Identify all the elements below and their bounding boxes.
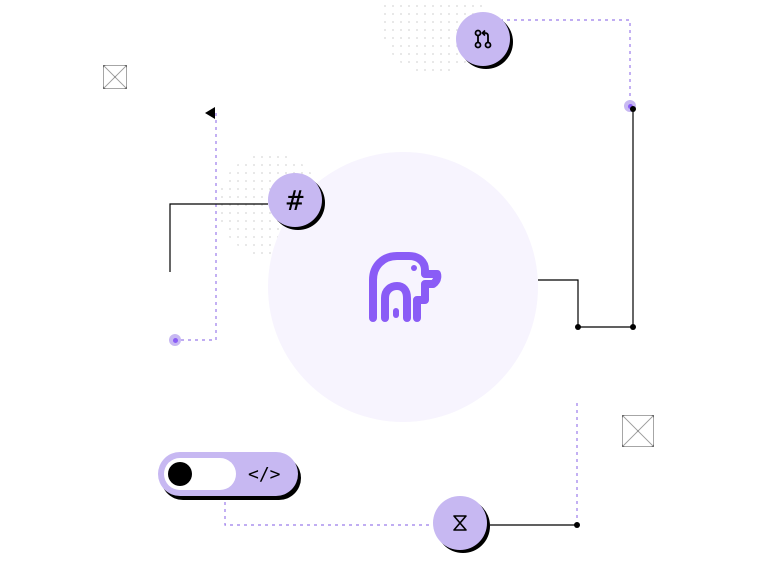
- code-toggle-pill[interactable]: </>: [158, 452, 298, 496]
- endpoint-solid-4: [574, 522, 580, 528]
- diagram-canvas: # </>: [0, 0, 767, 571]
- code-pill-label: </>: [248, 464, 281, 485]
- elephant-logo: [361, 248, 445, 322]
- placeholder-box-small: [103, 65, 127, 89]
- hourglass-icon: [450, 513, 470, 533]
- endpoint-solid-1: [575, 324, 581, 330]
- endpoint-solid-3: [630, 106, 636, 112]
- hash-icon: #: [287, 184, 304, 217]
- git-pull-request-icon: [471, 27, 495, 51]
- toggle-track[interactable]: [164, 458, 236, 490]
- arrowhead-left: [205, 107, 215, 119]
- pull-request-node: [456, 12, 510, 66]
- endpoint-solid-2: [630, 324, 636, 330]
- hash-node: #: [268, 173, 322, 227]
- butterfly-node: [433, 496, 487, 550]
- endpoint-mid-left: [169, 334, 181, 346]
- toggle-knob: [168, 462, 192, 486]
- placeholder-box-large: [622, 415, 654, 447]
